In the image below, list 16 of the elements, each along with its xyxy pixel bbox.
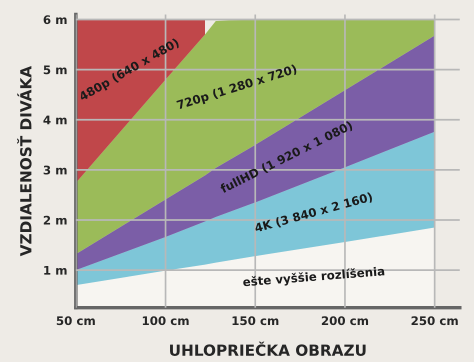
series-label: 720p (1 280 x 720) bbox=[176, 64, 298, 112]
x-tick-label: 100 cm bbox=[142, 316, 189, 326]
series-label: 4K (3 840 x 2 160) bbox=[254, 192, 374, 234]
y-tick-label: 6 m bbox=[44, 15, 67, 24]
y-axis-title: VZDIALENOSŤ DIVÁKA bbox=[17, 66, 32, 256]
y-tick-label: 4 m bbox=[43, 116, 67, 124]
y-tick-label: 3 m bbox=[44, 166, 67, 175]
x-tick-label: 150 cm bbox=[232, 316, 278, 326]
x-tick-label: 200 cm bbox=[322, 316, 368, 326]
y-tick-label: 1 m bbox=[44, 266, 67, 275]
x-axis-title: UHLOPRIEČKA OBRAZU bbox=[170, 342, 366, 356]
y-tick-label: 5 m bbox=[44, 65, 67, 74]
x-tick-label: 50 cm bbox=[56, 316, 95, 326]
series-label: ešte vyššie rozlíšenia bbox=[242, 266, 385, 289]
x-tick-label: 250 cm bbox=[412, 316, 458, 326]
y-tick-label: 2 m bbox=[44, 216, 67, 224]
